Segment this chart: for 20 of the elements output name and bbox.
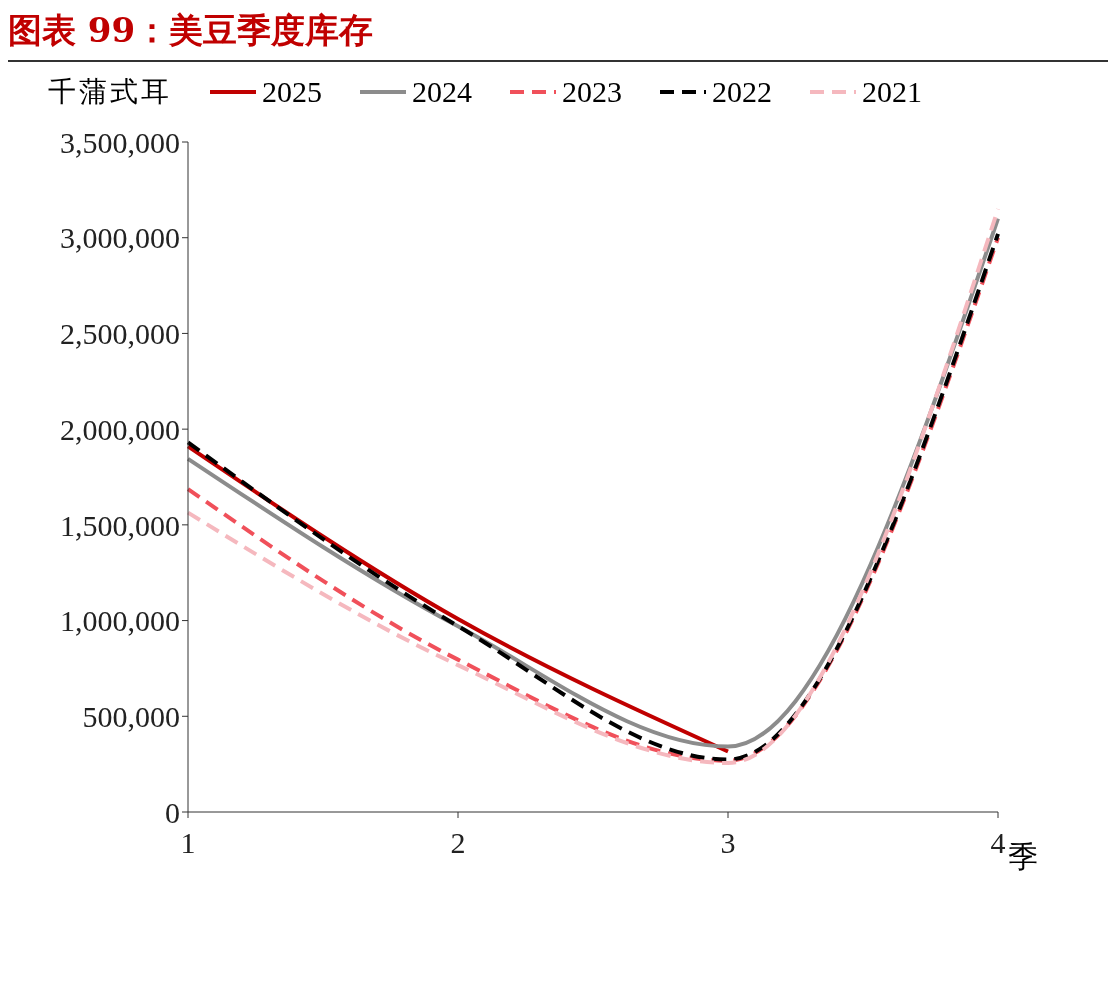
y-tick-label: 1,000,000 xyxy=(60,604,180,638)
y-tick-label: 2,000,000 xyxy=(60,412,180,446)
y-tick-label: 3,500,000 xyxy=(60,125,180,159)
x-tick-label: 4 xyxy=(990,826,1006,860)
legend-label: 2021 xyxy=(861,75,922,109)
x-tick-label: 1 xyxy=(180,826,196,860)
legend-label: 2024 xyxy=(411,75,472,109)
y-tick-label: 3,000,000 xyxy=(60,221,180,255)
x-tick-label: 2 xyxy=(450,826,466,860)
legend-label: 2025 xyxy=(261,75,322,109)
legend-label: 2022 xyxy=(711,75,772,109)
chart-title: 图表 99：美豆季度库存 xyxy=(8,8,1108,62)
x-axis-title: 季 xyxy=(1008,838,1038,876)
x-tick-label: 3 xyxy=(720,826,736,860)
y-tick-label: 2,500,000 xyxy=(60,317,180,351)
y-axis-title: 千蒲式耳 xyxy=(48,74,172,110)
y-tick-label: 500,000 xyxy=(82,699,180,733)
y-tick-label: 0 xyxy=(165,795,180,829)
y-tick-label: 1,500,000 xyxy=(60,508,180,542)
legend-label: 2023 xyxy=(561,75,622,109)
